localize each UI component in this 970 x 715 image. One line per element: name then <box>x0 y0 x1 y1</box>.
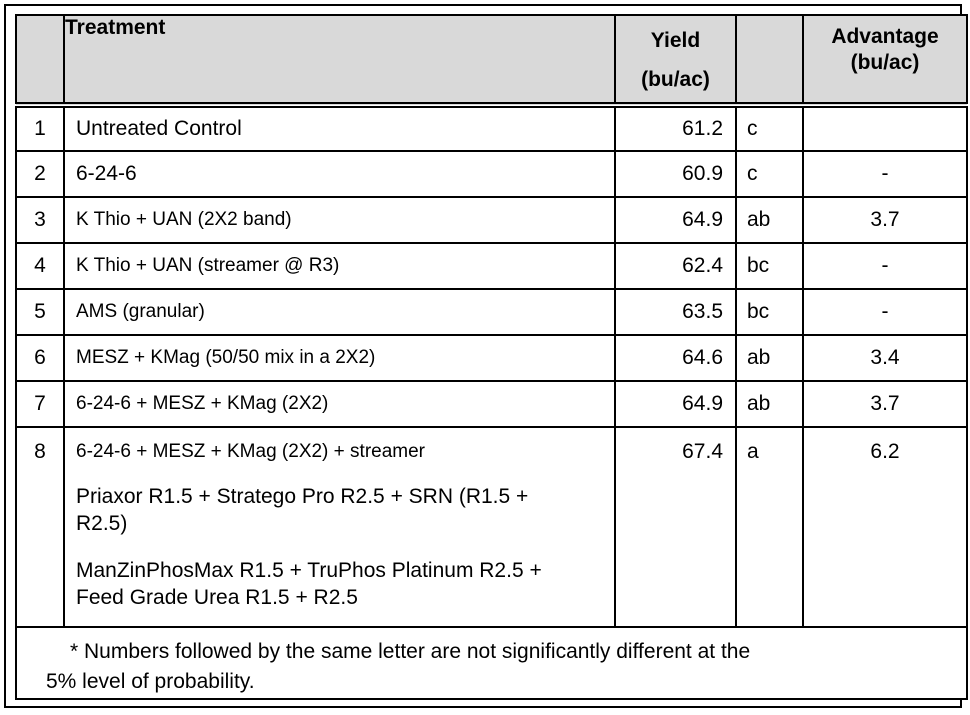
row-number-cell: 8 <box>15 426 65 628</box>
treatment-cell: 6-24-6 + MESZ + KMag (2X2) <box>63 380 616 428</box>
treatment-cell: 6-24-6 <box>63 150 616 198</box>
treatment-line-3: ManZinPhosMax R1.5 + TruPhos Platinum R2… <box>76 559 542 609</box>
table-row: 7 6-24-6 + MESZ + KMag (2X2) 64.9 ab 3.7 <box>15 380 968 428</box>
advantage-cell: 6.2 <box>802 426 968 628</box>
treatment-cell: AMS (granular) <box>63 288 616 336</box>
yield-header-units: (bu/ac) <box>641 68 710 91</box>
treatment-cell: K Thio + UAN (streamer @ R3) <box>63 242 616 290</box>
table-row: 1 Untreated Control 61.2 c <box>15 104 968 152</box>
advantage-cell: - <box>802 288 968 336</box>
advantage-header-label: Advantage <box>831 25 939 48</box>
table-header-row: Treatment Yield (bu/ac) Advantage (bu/ac… <box>15 14 968 108</box>
advantage-cell: 3.4 <box>802 334 968 382</box>
letter-group-cell: bc <box>735 242 804 290</box>
advantage-cell: 3.7 <box>802 196 968 244</box>
table-row: 2 6-24-6 60.9 c - <box>15 150 968 198</box>
table-row: 8 6-24-6 + MESZ + KMag (2X2) + streamer … <box>15 426 968 628</box>
treatment-yield-table: Treatment Yield (bu/ac) Advantage (bu/ac… <box>15 14 968 700</box>
footnote-cell: * Numbers followed by the same letter ar… <box>15 626 968 700</box>
yield-cell: 60.9 <box>614 150 737 198</box>
row-number-cell: 5 <box>15 288 65 336</box>
yield-cell: 67.4 <box>614 426 737 628</box>
row-number-cell: 3 <box>15 196 65 244</box>
outer-frame: Treatment Yield (bu/ac) Advantage (bu/ac… <box>4 4 968 708</box>
yield-cell: 64.9 <box>614 380 737 428</box>
advantage-cell: - <box>802 150 968 198</box>
yield-cell: 64.9 <box>614 196 737 244</box>
letter-group-cell: c <box>735 104 804 152</box>
yield-header-label: Yield <box>650 29 701 52</box>
column-header-yield: Yield (bu/ac) <box>614 14 737 108</box>
treatment-cell: Untreated Control <box>63 104 616 152</box>
table-row: 3 K Thio + UAN (2X2 band) 64.9 ab 3.7 <box>15 196 968 244</box>
yield-cell: 61.2 <box>614 104 737 152</box>
row-number-cell: 6 <box>15 334 65 382</box>
column-header-row-number <box>15 14 65 108</box>
row-number-cell: 2 <box>15 150 65 198</box>
advantage-cell: 3.7 <box>802 380 968 428</box>
row-number-cell: 7 <box>15 380 65 428</box>
letter-group-cell: a <box>735 426 804 628</box>
table-row: 6 MESZ + KMag (50/50 mix in a 2X2) 64.6 … <box>15 334 968 382</box>
column-header-letter-group <box>735 14 804 108</box>
yield-cell: 63.5 <box>614 288 737 336</box>
table-row: 4 K Thio + UAN (streamer @ R3) 62.4 bc - <box>15 242 968 290</box>
treatment-line-2: Priaxor R1.5 + Stratego Pro R2.5 + SRN (… <box>76 485 529 535</box>
treatment-line-1: 6-24-6 + MESZ + KMag (2X2) + streamer <box>76 441 425 462</box>
footnote-line-2: 5% level of probability. <box>46 670 255 693</box>
treatment-cell: MESZ + KMag (50/50 mix in a 2X2) <box>63 334 616 382</box>
footnote-line-1: * Numbers followed by the same letter ar… <box>70 640 751 663</box>
advantage-cell: - <box>802 242 968 290</box>
treatment-cell: K Thio + UAN (2X2 band) <box>63 196 616 244</box>
footnote-row: * Numbers followed by the same letter ar… <box>15 626 968 700</box>
letter-group-cell: bc <box>735 288 804 336</box>
column-header-advantage: Advantage (bu/ac) <box>802 14 968 108</box>
advantage-header-units: (bu/ac) <box>850 51 920 74</box>
row-number-cell: 4 <box>15 242 65 290</box>
advantage-cell <box>802 104 968 152</box>
yield-cell: 62.4 <box>614 242 737 290</box>
table-row: 5 AMS (granular) 63.5 bc - <box>15 288 968 336</box>
treatment-cell: 6-24-6 + MESZ + KMag (2X2) + streamer Pr… <box>63 426 616 628</box>
letter-group-cell: ab <box>735 334 804 382</box>
letter-group-cell: ab <box>735 196 804 244</box>
yield-cell: 64.6 <box>614 334 737 382</box>
column-header-treatment: Treatment <box>63 14 616 108</box>
row-number-cell: 1 <box>15 104 65 152</box>
letter-group-cell: ab <box>735 380 804 428</box>
letter-group-cell: c <box>735 150 804 198</box>
